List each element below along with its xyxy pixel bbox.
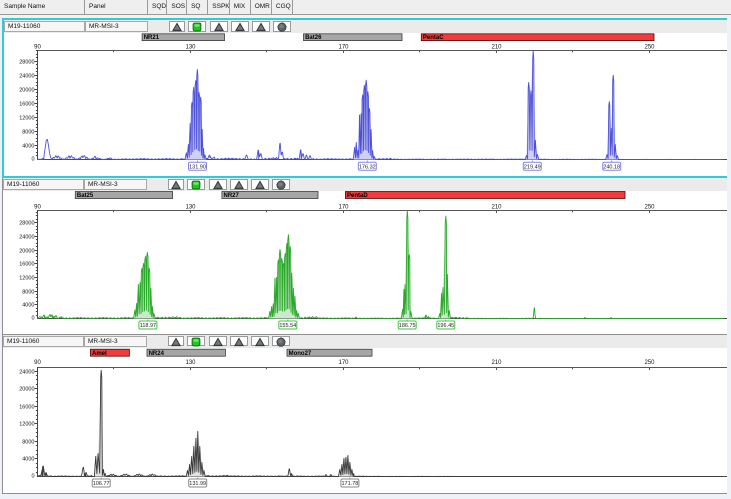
svg-text:0: 0 xyxy=(31,157,34,163)
svg-text:20000: 20000 xyxy=(19,387,34,393)
svg-text:130: 130 xyxy=(185,204,196,210)
svg-text:8000: 8000 xyxy=(22,289,34,295)
svg-text:250: 250 xyxy=(644,360,655,366)
svg-text:250: 250 xyxy=(644,204,655,210)
svg-text:219.49: 219.49 xyxy=(524,164,541,170)
svg-text:12000: 12000 xyxy=(19,422,34,428)
svg-text:130: 130 xyxy=(185,360,196,366)
svg-text:PentaD: PentaD xyxy=(347,193,368,199)
svg-text:Bat25: Bat25 xyxy=(77,193,94,199)
svg-text:250: 250 xyxy=(644,44,655,50)
svg-text:90: 90 xyxy=(34,360,41,366)
svg-text:28000: 28000 xyxy=(19,60,34,66)
svg-text:210: 210 xyxy=(491,44,502,50)
svg-text:106.77: 106.77 xyxy=(93,481,110,487)
svg-text:12000: 12000 xyxy=(19,116,34,122)
svg-text:16000: 16000 xyxy=(19,405,34,411)
svg-text:90: 90 xyxy=(34,44,41,50)
svg-text:16000: 16000 xyxy=(19,261,34,267)
svg-text:Bat26: Bat26 xyxy=(305,35,322,41)
svg-text:170: 170 xyxy=(338,204,349,210)
svg-text:196.45: 196.45 xyxy=(437,323,454,329)
svg-text:210: 210 xyxy=(491,360,502,366)
svg-text:Mono27: Mono27 xyxy=(289,351,312,357)
svg-text:20000: 20000 xyxy=(19,248,34,254)
svg-text:130: 130 xyxy=(185,44,196,50)
svg-text:186.75: 186.75 xyxy=(399,323,416,329)
svg-text:NR21: NR21 xyxy=(144,35,160,41)
svg-text:8000: 8000 xyxy=(22,440,34,446)
svg-text:24000: 24000 xyxy=(19,74,34,80)
svg-text:176.32: 176.32 xyxy=(359,164,376,170)
svg-text:4000: 4000 xyxy=(22,144,34,150)
svg-text:131.99: 131.99 xyxy=(189,481,206,487)
svg-text:0: 0 xyxy=(31,315,34,321)
svg-text:28000: 28000 xyxy=(19,220,34,226)
svg-text:8000: 8000 xyxy=(22,130,34,136)
svg-text:210: 210 xyxy=(491,204,502,210)
svg-text:240.18: 240.18 xyxy=(603,164,620,170)
svg-text:PentaC: PentaC xyxy=(423,35,444,41)
svg-text:NR27: NR27 xyxy=(224,193,240,199)
svg-text:131.90: 131.90 xyxy=(189,164,206,170)
svg-text:20000: 20000 xyxy=(19,88,34,94)
svg-text:118.97: 118.97 xyxy=(140,323,156,329)
svg-text:24000: 24000 xyxy=(19,234,34,240)
svg-text:Amel: Amel xyxy=(92,351,107,357)
svg-text:171.78: 171.78 xyxy=(341,481,358,487)
svg-text:170: 170 xyxy=(338,360,349,366)
svg-text:24000: 24000 xyxy=(19,370,34,376)
svg-text:155.54: 155.54 xyxy=(279,323,296,329)
svg-text:16000: 16000 xyxy=(19,102,34,108)
svg-text:4000: 4000 xyxy=(22,457,34,463)
svg-text:0: 0 xyxy=(31,474,34,480)
svg-text:170: 170 xyxy=(338,44,349,50)
svg-text:4000: 4000 xyxy=(22,302,34,308)
svg-text:12000: 12000 xyxy=(19,275,34,281)
svg-text:NR24: NR24 xyxy=(149,351,165,357)
svg-text:90: 90 xyxy=(34,204,41,210)
